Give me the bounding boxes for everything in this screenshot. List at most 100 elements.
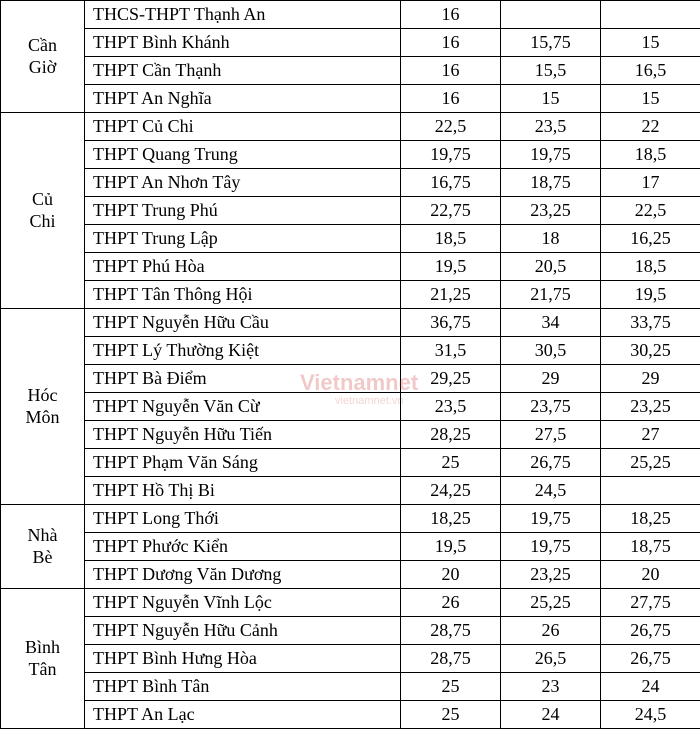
district-label: NhàBè	[7, 525, 78, 568]
score-cell-1: 28,25	[401, 421, 501, 449]
score-cell-3: 29	[601, 365, 700, 393]
score-cell-3: 22,5	[601, 197, 700, 225]
table-row: NhàBèTHPT Long Thới18,2519,7518,25	[1, 505, 700, 533]
score-cell-1: 31,5	[401, 337, 501, 365]
score-cell-2: 15,75	[501, 29, 601, 57]
table-row: THPT An Nghĩa161515	[1, 85, 700, 113]
table-row: THPT Trung Lập18,51816,25	[1, 225, 700, 253]
district-label: BìnhTân	[7, 637, 78, 680]
district-label: CầnGiờ	[7, 35, 78, 78]
table-row: CủChiTHPT Củ Chi22,523,522	[1, 113, 700, 141]
score-cell-1: 29,25	[401, 365, 501, 393]
school-cell: THPT Trung Phú	[85, 197, 401, 225]
school-cell: THPT Cần Thạnh	[85, 57, 401, 85]
score-cell-3	[601, 1, 700, 29]
school-cell: THPT Long Thới	[85, 505, 401, 533]
school-cell: THPT Phú Hòa	[85, 253, 401, 281]
score-cell-2: 20,5	[501, 253, 601, 281]
score-cell-3: 20	[601, 561, 700, 589]
table-row: THPT Bà Điểm29,252929	[1, 365, 700, 393]
school-cell: THPT Nguyễn Hữu Tiến	[85, 421, 401, 449]
score-cell-3: 17	[601, 169, 700, 197]
score-cell-2: 19,75	[501, 141, 601, 169]
table-row: THPT Nguyễn Văn Cừ23,523,7523,25	[1, 393, 700, 421]
score-cell-2: 23,25	[501, 197, 601, 225]
score-cell-3: 23,25	[601, 393, 700, 421]
score-cell-3: 24	[601, 673, 700, 701]
table-row: THPT Tân Thông Hội21,2521,7519,5	[1, 281, 700, 309]
score-cell-1: 19,75	[401, 141, 501, 169]
district-label: CủChi	[7, 189, 78, 232]
school-cell: THPT Bình Khánh	[85, 29, 401, 57]
table-row: THPT Trung Phú22,7523,2522,5	[1, 197, 700, 225]
table-row: BìnhTânTHPT Nguyễn Vĩnh Lộc2625,2527,75	[1, 589, 700, 617]
table-row: THPT Quang Trung19,7519,7518,5	[1, 141, 700, 169]
school-cell: THPT Tân Thông Hội	[85, 281, 401, 309]
score-cell-2: 30,5	[501, 337, 601, 365]
score-cell-2: 18	[501, 225, 601, 253]
score-cell-1: 26	[401, 589, 501, 617]
score-cell-2: 26	[501, 617, 601, 645]
score-cell-1: 18,25	[401, 505, 501, 533]
score-cell-1: 16	[401, 29, 501, 57]
school-cell: THPT Nguyễn Văn Cừ	[85, 393, 401, 421]
score-cell-2: 19,75	[501, 505, 601, 533]
score-cell-2: 18,75	[501, 169, 601, 197]
score-cell-3: 18,75	[601, 533, 700, 561]
score-cell-3: 15	[601, 29, 700, 57]
score-cell-2: 15	[501, 85, 601, 113]
score-cell-3: 27,75	[601, 589, 700, 617]
table-row: THPT Hồ Thị Bi24,2524,5	[1, 477, 700, 505]
table-body: CầnGiờTHCS-THPT Thạnh An16THPT Bình Khán…	[1, 1, 700, 729]
score-cell-2: 23	[501, 673, 601, 701]
score-cell-3: 18,25	[601, 505, 700, 533]
table-row: THPT An Nhơn Tây16,7518,7517	[1, 169, 700, 197]
score-cell-1: 25	[401, 449, 501, 477]
score-cell-1: 25	[401, 673, 501, 701]
score-cell-1: 25	[401, 701, 501, 729]
table-row: HócMônTHPT Nguyễn Hữu Cầu36,753433,75	[1, 309, 700, 337]
school-cell: THPT Bình Tân	[85, 673, 401, 701]
district-cell: BìnhTân	[1, 589, 85, 729]
score-cell-2: 29	[501, 365, 601, 393]
school-cell: THPT Dương Văn Dương	[85, 561, 401, 589]
school-cell: THPT Quang Trung	[85, 141, 401, 169]
score-cell-1: 28,75	[401, 617, 501, 645]
table-row: THPT An Lạc252424,5	[1, 701, 700, 729]
score-cell-2: 24,5	[501, 477, 601, 505]
score-cell-3: 18,5	[601, 141, 700, 169]
table-row: THPT Bình Khánh1615,7515	[1, 29, 700, 57]
score-cell-1: 22,5	[401, 113, 501, 141]
score-cell-1: 19,5	[401, 533, 501, 561]
school-cell: THPT Hồ Thị Bi	[85, 477, 401, 505]
score-cell-2: 23,25	[501, 561, 601, 589]
table-row: THPT Phú Hòa19,520,518,5	[1, 253, 700, 281]
score-cell-1: 23,5	[401, 393, 501, 421]
score-cell-3: 30,25	[601, 337, 700, 365]
table-row: THPT Bình Hưng Hòa28,7526,526,75	[1, 645, 700, 673]
score-cell-3: 25,25	[601, 449, 700, 477]
score-cell-1: 24,25	[401, 477, 501, 505]
score-cell-2: 21,75	[501, 281, 601, 309]
school-cell: THPT Bình Hưng Hòa	[85, 645, 401, 673]
score-cell-1: 16	[401, 1, 501, 29]
school-cell: THPT Trung Lập	[85, 225, 401, 253]
score-cell-1: 28,75	[401, 645, 501, 673]
district-cell: CủChi	[1, 113, 85, 309]
table-row: THPT Dương Văn Dương2023,2520	[1, 561, 700, 589]
score-cell-2: 23,5	[501, 113, 601, 141]
table-row: THPT Lý Thường Kiệt31,530,530,25	[1, 337, 700, 365]
score-cell-2: 23,75	[501, 393, 601, 421]
school-cell: THPT Phước Kiển	[85, 533, 401, 561]
score-cell-1: 21,25	[401, 281, 501, 309]
school-cell: THPT Củ Chi	[85, 113, 401, 141]
score-cell-3: 27	[601, 421, 700, 449]
school-cell: THPT Nguyễn Hữu Cảnh	[85, 617, 401, 645]
score-cell-3	[601, 477, 700, 505]
table-row: THPT Bình Tân252324	[1, 673, 700, 701]
score-cell-3: 15	[601, 85, 700, 113]
table-row: THPT Nguyễn Hữu Tiến28,2527,527	[1, 421, 700, 449]
score-cell-3: 26,75	[601, 645, 700, 673]
district-label: HócMôn	[7, 385, 78, 428]
score-cell-1: 16	[401, 57, 501, 85]
